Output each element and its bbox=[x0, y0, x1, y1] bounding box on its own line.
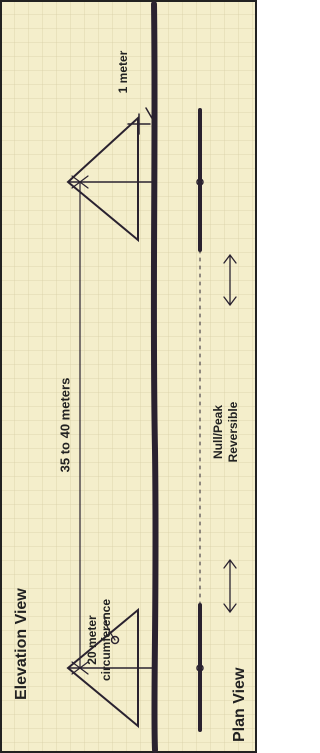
plan-view-label: Plan View bbox=[231, 667, 248, 742]
circumference-label: 20 meter bbox=[85, 615, 99, 665]
elevation-view-label: Elevation View bbox=[13, 588, 30, 700]
pattern-label: Reversible bbox=[226, 401, 240, 462]
grid bbox=[2, 2, 255, 751]
height-label: 1 meter bbox=[116, 50, 130, 93]
circumference-label: circumference bbox=[99, 599, 113, 681]
diagram: Elevation View Plan View 20 meter circum… bbox=[0, 0, 257, 753]
spacing-label: 35 to 40 meters bbox=[57, 378, 72, 473]
pattern-label: Null/Peak bbox=[211, 405, 225, 459]
ground-line bbox=[154, 4, 156, 750]
